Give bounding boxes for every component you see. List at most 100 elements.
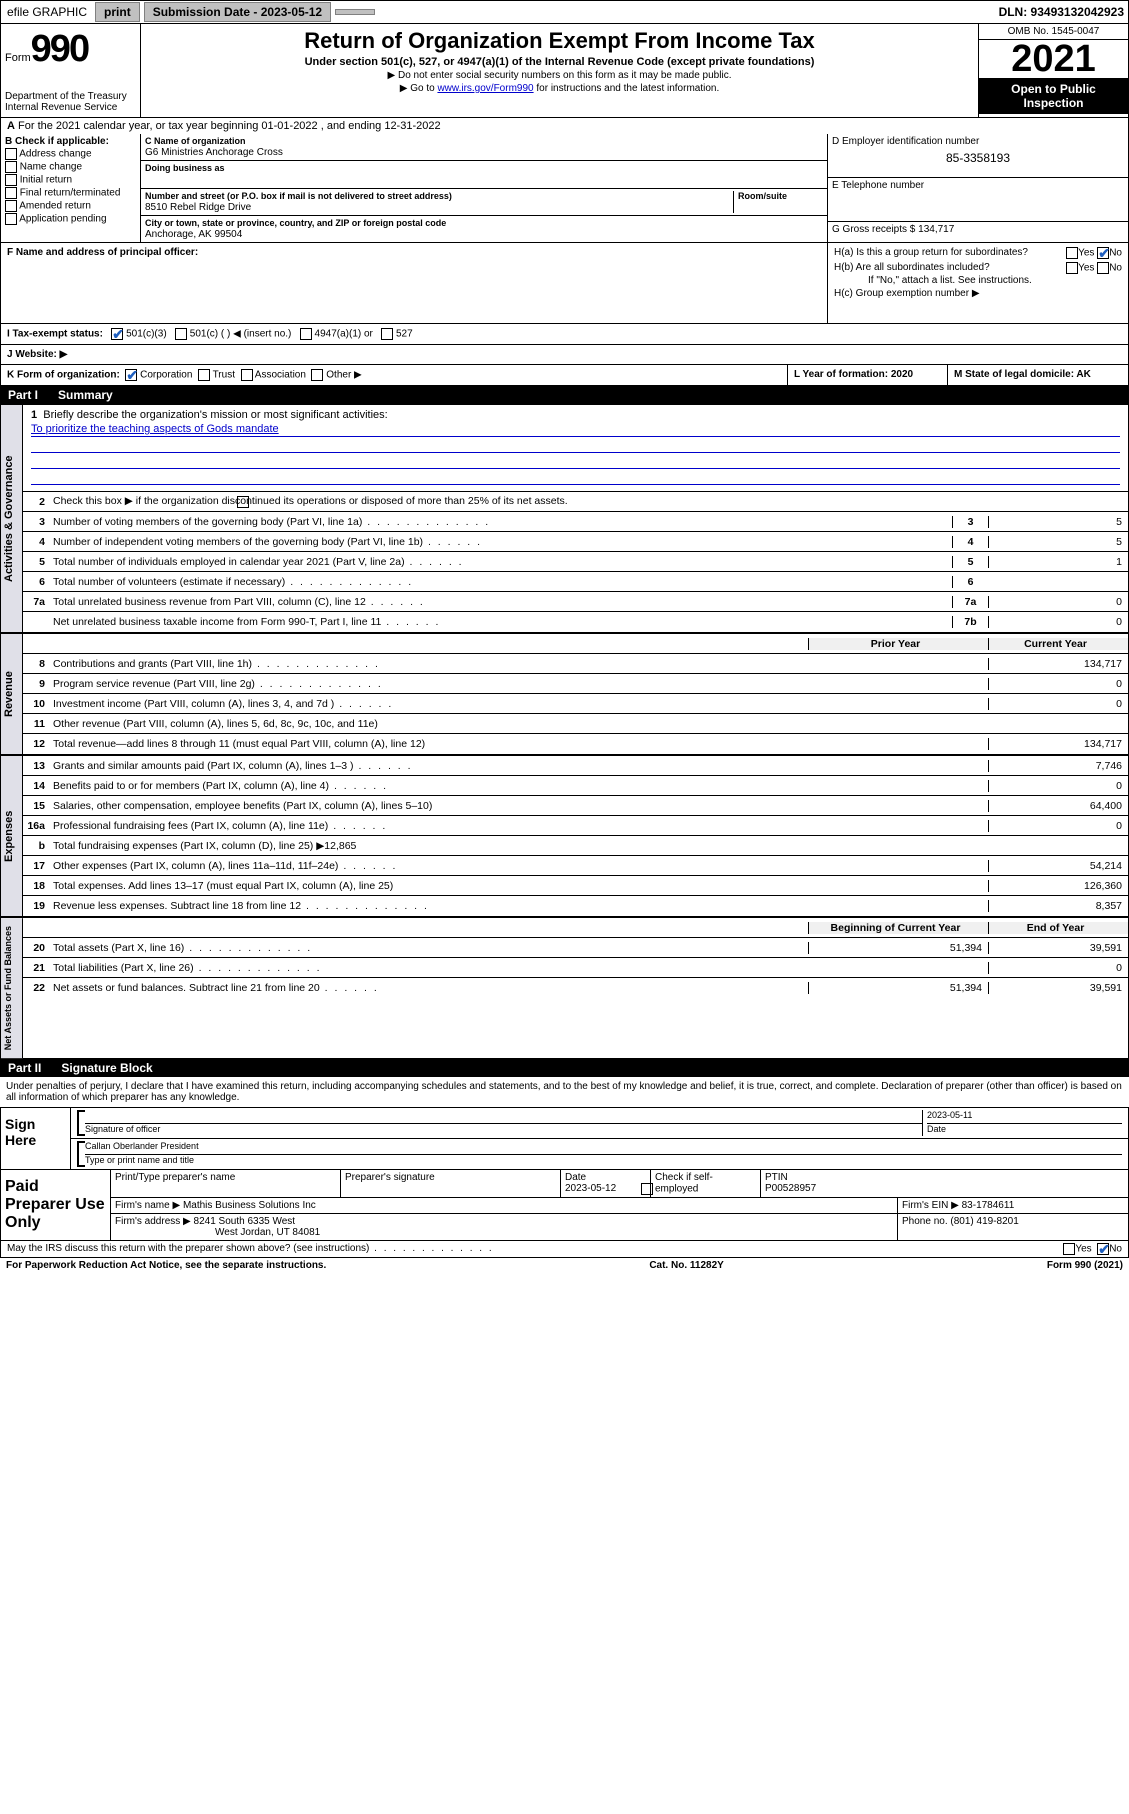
org-name: G6 Ministries Anchorage Cross bbox=[145, 147, 283, 158]
expenses-section: Expenses 13Grants and similar amounts pa… bbox=[0, 755, 1129, 917]
check-trust[interactable] bbox=[198, 369, 210, 381]
ha-no[interactable] bbox=[1097, 247, 1109, 259]
prep-date: 2023-05-12 bbox=[565, 1183, 616, 1194]
city-state-zip: Anchorage, AK 99504 bbox=[145, 229, 242, 240]
activities-governance-section: Activities & Governance 1 Briefly descri… bbox=[0, 404, 1129, 633]
vtab-governance: Activities & Governance bbox=[1, 405, 23, 632]
part2-header: Part II Signature Block bbox=[0, 1059, 1129, 1077]
firm-phone: (801) 419-8201 bbox=[950, 1216, 1018, 1227]
note-ssn: ▶ Do not enter social security numbers o… bbox=[149, 70, 970, 81]
box-d-e-g: D Employer identification number 85-3358… bbox=[828, 134, 1128, 242]
irs-label: Internal Revenue Service bbox=[5, 102, 136, 113]
check-amended[interactable] bbox=[5, 200, 17, 212]
paid-preparer-label: Paid Preparer Use Only bbox=[1, 1170, 111, 1240]
box-f-label: F Name and address of principal officer: bbox=[7, 247, 198, 258]
sign-here-block: Sign Here Signature of officer 2023-05-1… bbox=[0, 1107, 1129, 1170]
b20: 51,394 bbox=[808, 942, 988, 954]
check-assoc[interactable] bbox=[241, 369, 253, 381]
revenue-section: Revenue Prior YearCurrent Year 8Contribu… bbox=[0, 633, 1129, 755]
form-number: 990 bbox=[31, 28, 88, 71]
submission-date-button[interactable]: Submission Date - 2023-05-12 bbox=[144, 2, 331, 22]
paid-preparer-block: Paid Preparer Use Only Print/Type prepar… bbox=[0, 1170, 1129, 1241]
tax-year: 2021 bbox=[979, 40, 1128, 78]
c9: 0 bbox=[988, 678, 1128, 690]
c19: 8,357 bbox=[988, 900, 1128, 912]
gross-receipts: 134,717 bbox=[918, 224, 954, 235]
check-501c[interactable] bbox=[175, 328, 187, 340]
part1-header: Part I Summary bbox=[0, 386, 1129, 404]
hb-no[interactable] bbox=[1097, 262, 1109, 274]
sign-date: 2023-05-11 bbox=[927, 1110, 1122, 1124]
check-pending[interactable] bbox=[5, 213, 17, 225]
mission-text: To prioritize the teaching aspects of Go… bbox=[31, 423, 279, 435]
vtab-revenue: Revenue bbox=[1, 634, 23, 754]
top-toolbar: efile GRAPHIC print Submission Date - 20… bbox=[0, 0, 1129, 24]
e22: 39,591 bbox=[988, 982, 1128, 994]
c13: 7,746 bbox=[988, 760, 1128, 772]
form-title: Return of Organization Exempt From Incom… bbox=[149, 28, 970, 54]
c17: 54,214 bbox=[988, 860, 1128, 872]
box-b: B Check if applicable: Address change Na… bbox=[1, 134, 141, 242]
c8: 134,717 bbox=[988, 658, 1128, 670]
c18: 126,360 bbox=[988, 880, 1128, 892]
open-inspection: Open to Public Inspection bbox=[979, 78, 1128, 114]
row-f-h: F Name and address of principal officer:… bbox=[0, 243, 1129, 324]
vtab-net-assets: Net Assets or Fund Balances bbox=[1, 918, 23, 1058]
check-final[interactable] bbox=[5, 187, 17, 199]
discuss-yes[interactable] bbox=[1063, 1243, 1075, 1255]
k-l-m-row: K Form of organization: Corporation Trus… bbox=[0, 365, 1129, 386]
check-501c3[interactable] bbox=[111, 328, 123, 340]
irs-link[interactable]: www.irs.gov/Form990 bbox=[437, 83, 533, 94]
form-subtitle: Under section 501(c), 527, or 4947(a)(1)… bbox=[149, 56, 970, 68]
print-button[interactable]: print bbox=[95, 2, 140, 22]
c10: 0 bbox=[988, 698, 1128, 710]
firm-addr1: 8241 South 6335 West bbox=[194, 1216, 296, 1227]
check-name[interactable] bbox=[5, 161, 17, 173]
check-corp[interactable] bbox=[125, 369, 137, 381]
hb-yes[interactable] bbox=[1066, 262, 1078, 274]
box-c: C Name of organization G6 Ministries Anc… bbox=[141, 134, 828, 242]
street-address: 8510 Rebel Ridge Drive bbox=[145, 202, 251, 213]
c12: 134,717 bbox=[988, 738, 1128, 750]
v7b: 0 bbox=[988, 616, 1128, 628]
vtab-expenses: Expenses bbox=[1, 756, 23, 916]
perjury-declaration: Under penalties of perjury, I declare th… bbox=[0, 1077, 1129, 1107]
blank-button[interactable] bbox=[335, 9, 375, 15]
ptin: P00528957 bbox=[765, 1183, 816, 1194]
efile-label: efile GRAPHIC bbox=[1, 3, 93, 21]
check-527[interactable] bbox=[381, 328, 393, 340]
v4: 5 bbox=[988, 536, 1128, 548]
check-discontinued[interactable] bbox=[237, 496, 249, 508]
header-info-grid: B Check if applicable: Address change Na… bbox=[0, 134, 1129, 243]
b22: 51,394 bbox=[808, 982, 988, 994]
dept-label: Department of the Treasury bbox=[5, 91, 136, 102]
dln-label: DLN: 93493132042923 bbox=[999, 5, 1128, 19]
v5: 1 bbox=[988, 556, 1128, 568]
website-row: J Website: ▶ bbox=[0, 345, 1129, 365]
c16a: 0 bbox=[988, 820, 1128, 832]
check-4947[interactable] bbox=[300, 328, 312, 340]
officer-name: Callan Oberlander President bbox=[85, 1141, 1122, 1155]
v7a: 0 bbox=[988, 596, 1128, 608]
footer-line: For Paperwork Reduction Act Notice, see … bbox=[0, 1258, 1129, 1273]
discuss-no[interactable] bbox=[1097, 1243, 1109, 1255]
c14: 0 bbox=[988, 780, 1128, 792]
discuss-row: May the IRS discuss this return with the… bbox=[0, 1241, 1129, 1258]
firm-addr2: West Jordan, UT 84081 bbox=[115, 1227, 320, 1238]
v3: 5 bbox=[988, 516, 1128, 528]
ein-value: 85-3358193 bbox=[832, 151, 1124, 165]
tax-status-row: I Tax-exempt status: 501(c)(3) 501(c) ( … bbox=[0, 324, 1129, 345]
net-assets-section: Net Assets or Fund Balances Beginning of… bbox=[0, 917, 1129, 1059]
check-self-employed[interactable] bbox=[641, 1183, 653, 1195]
note-link: ▶ Go to www.irs.gov/Form990 for instruct… bbox=[149, 83, 970, 94]
check-address[interactable] bbox=[5, 148, 17, 160]
ha-yes[interactable] bbox=[1066, 247, 1078, 259]
check-initial[interactable] bbox=[5, 174, 17, 186]
sign-here-label: Sign Here bbox=[1, 1108, 71, 1169]
e20: 39,591 bbox=[988, 942, 1128, 954]
calendar-year-line: A For the 2021 calendar year, or tax yea… bbox=[0, 117, 1129, 134]
check-other[interactable] bbox=[311, 369, 323, 381]
firm-name: Mathis Business Solutions Inc bbox=[183, 1200, 316, 1211]
c15: 64,400 bbox=[988, 800, 1128, 812]
e21: 0 bbox=[988, 962, 1128, 974]
